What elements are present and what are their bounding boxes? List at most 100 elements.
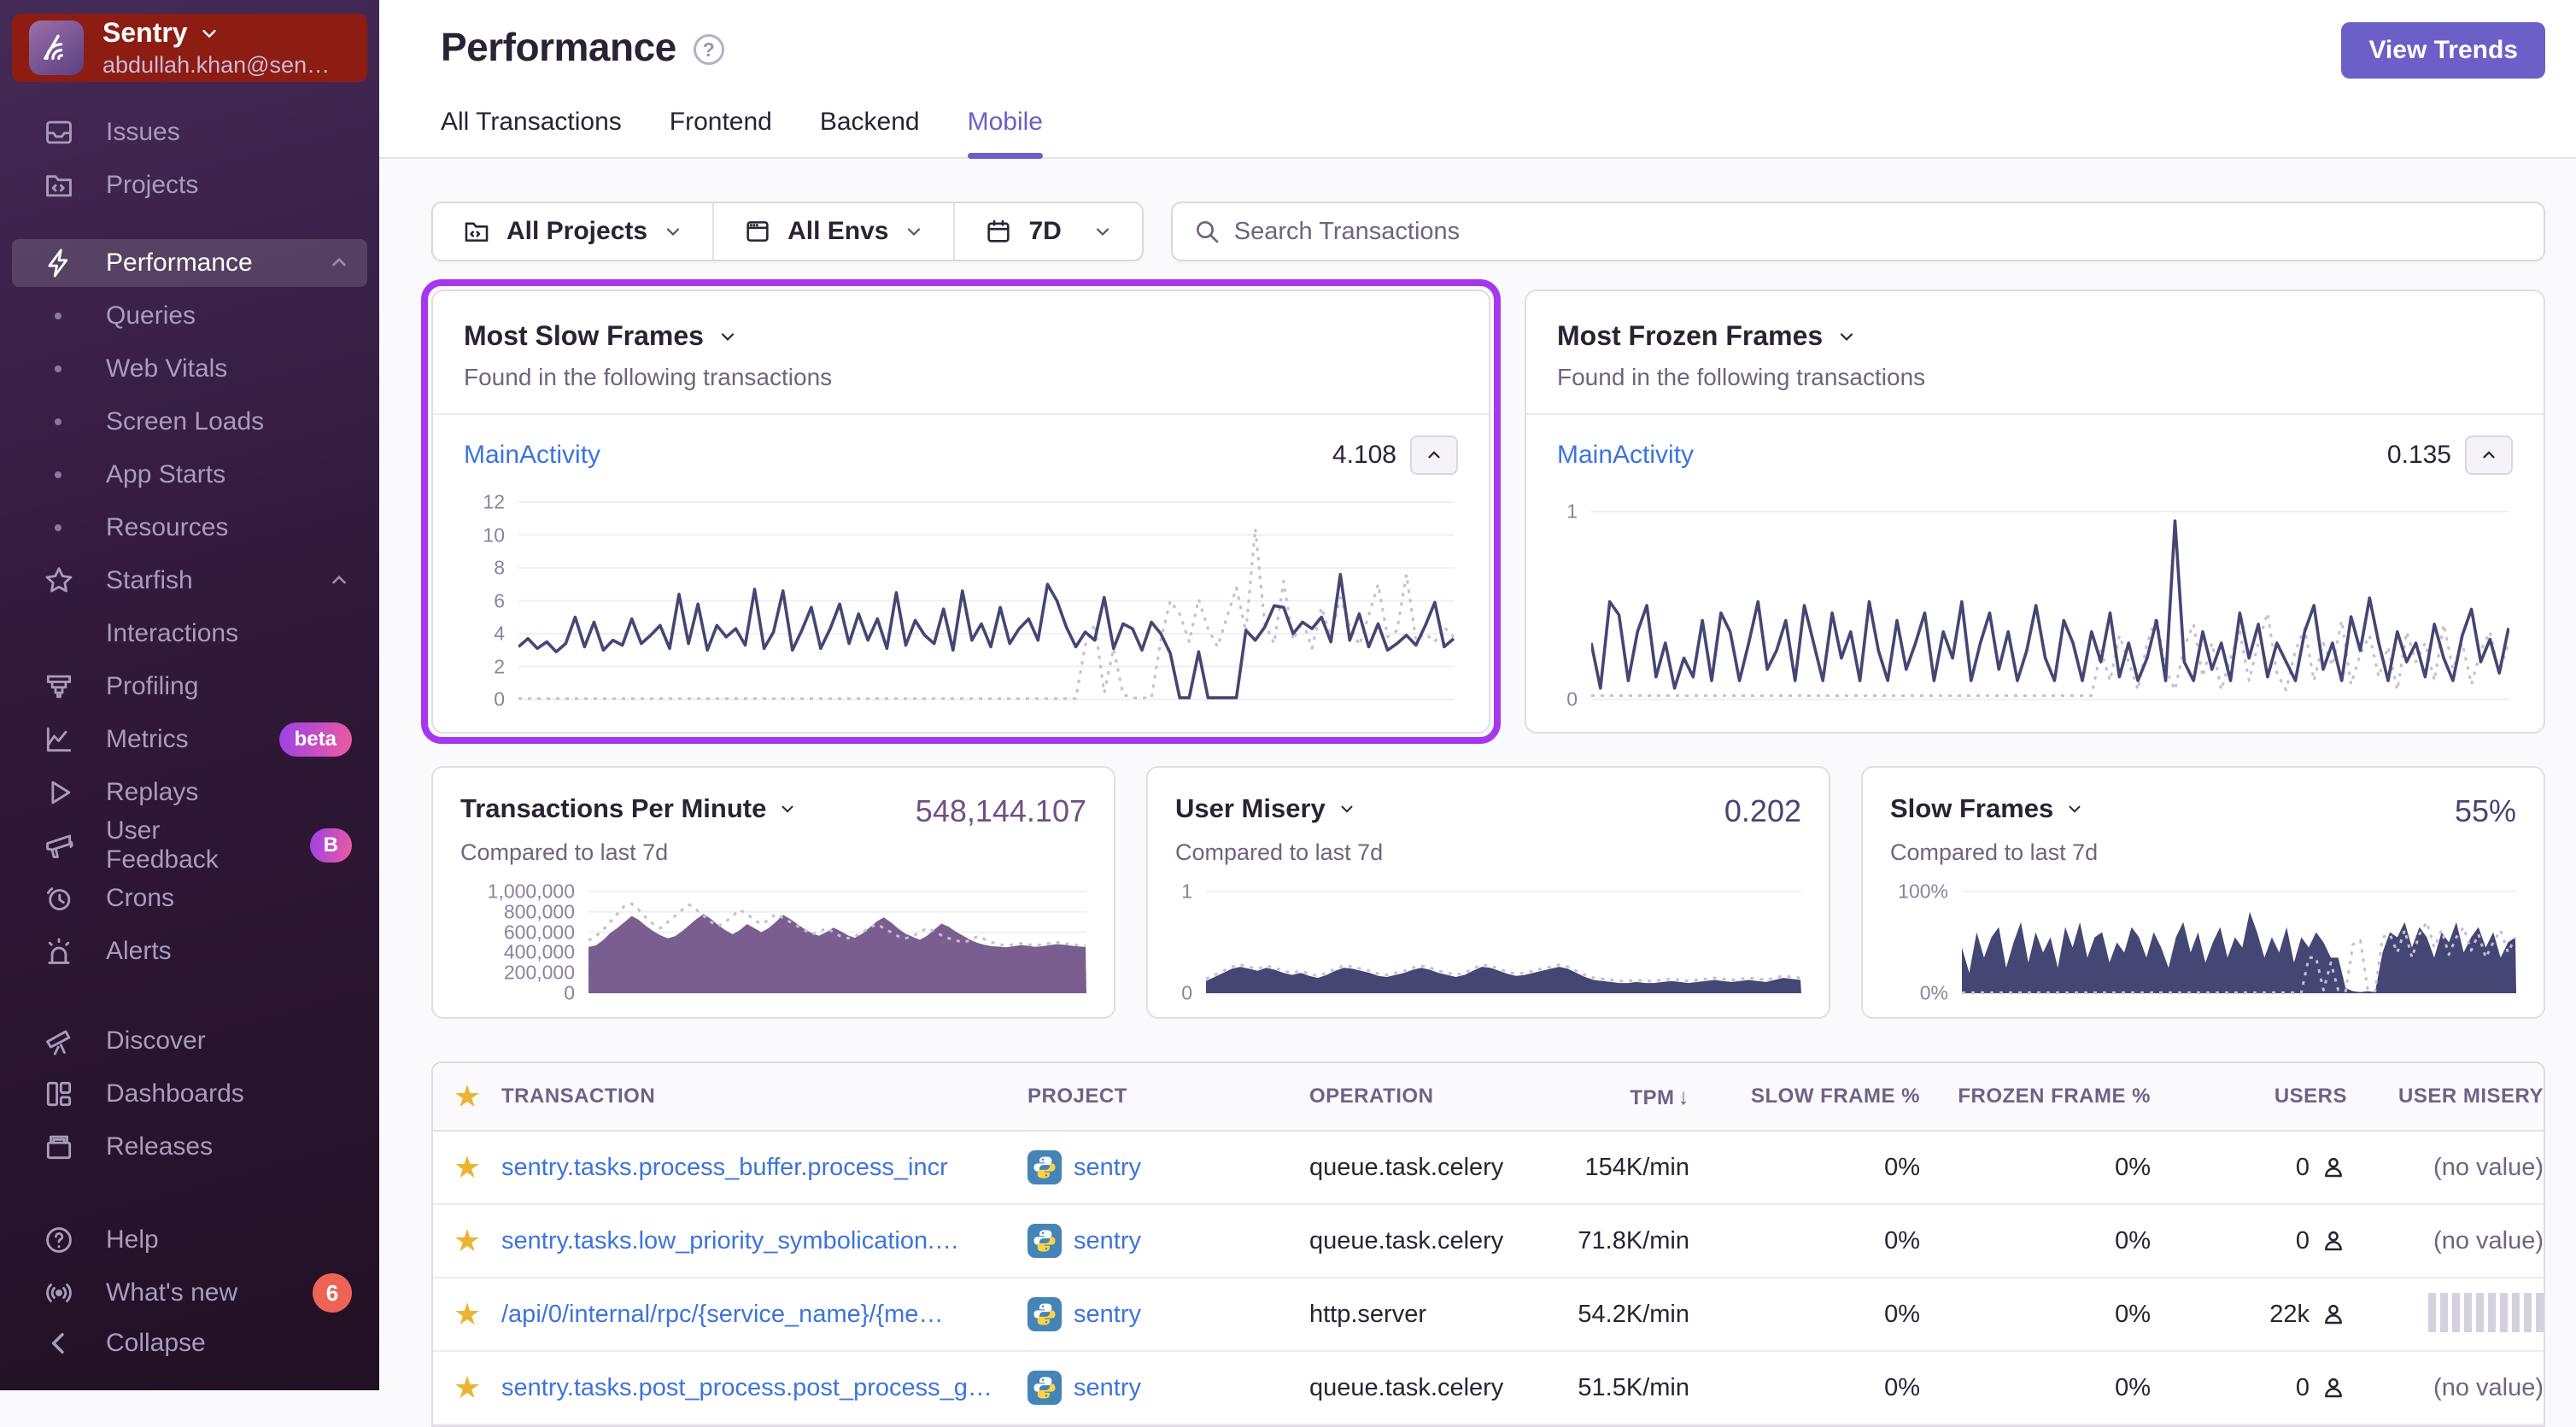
project-name: sentry — [1074, 1227, 1141, 1255]
sidebar-collapse-button[interactable]: Collapse — [12, 1319, 367, 1367]
sidebar-item-label: Web Vitals — [106, 354, 227, 383]
favorite-star-icon[interactable]: ★ — [454, 1152, 481, 1183]
sentry-logo-icon — [29, 20, 84, 75]
column-header-frozen-frame[interactable]: FROZEN FRAME % — [1958, 1085, 2151, 1108]
sidebar-item-discover[interactable]: Discover — [12, 1017, 367, 1065]
sidebar-item-metrics[interactable]: Metrics beta — [12, 716, 367, 763]
transaction-link[interactable]: /api/0/internal/rpc/{service_name}/{me… — [501, 1301, 1027, 1329]
column-header-project[interactable]: PROJECT — [1027, 1085, 1309, 1108]
favorite-star-icon[interactable]: ★ — [454, 1225, 481, 1256]
releases-icon — [43, 1131, 75, 1163]
operation-cell: http.server — [1309, 1301, 1566, 1329]
card-title-dropdown[interactable]: Most Slow Frames — [464, 320, 1458, 352]
users-cell: 0 — [2296, 1374, 2347, 1402]
sidebar-item-replays[interactable]: Replays — [12, 769, 367, 816]
collapse-row-button[interactable] — [1410, 436, 1458, 475]
telescope-icon — [43, 1025, 75, 1057]
project-cell[interactable]: sentry — [1027, 1371, 1309, 1405]
column-header-slow-frame[interactable]: SLOW FRAME % — [1751, 1085, 1920, 1108]
sidebar-item-screen-loads[interactable]: Screen Loads — [12, 398, 367, 446]
sidebar-item-crons[interactable]: Crons — [12, 874, 367, 922]
chevron-down-icon — [200, 24, 219, 43]
issues-icon — [43, 116, 75, 149]
transaction-link[interactable]: sentry.tasks.post_process.post_process_g… — [501, 1374, 1027, 1402]
slow-frame-cell: 0% — [1884, 1154, 1920, 1182]
chevron-left-icon — [43, 1327, 75, 1360]
sidebar-item-projects[interactable]: Projects — [12, 161, 367, 209]
transaction-link[interactable]: MainActivity — [1557, 441, 1694, 470]
sidebar-item-whats-new[interactable]: What's new 6 — [12, 1269, 367, 1317]
help-tooltip-icon[interactable]: ? — [694, 34, 724, 65]
sidebar-item-issues[interactable]: Issues — [12, 108, 367, 156]
tab-frontend[interactable]: Frontend — [670, 108, 772, 157]
column-header-users[interactable]: USERS — [2274, 1085, 2347, 1108]
sidebar-item-app-starts[interactable]: App Starts — [12, 451, 367, 499]
page-filter-group: All Projects All Envs 7D — [431, 202, 1144, 261]
tab-all-transactions[interactable]: All Transactions — [441, 108, 622, 157]
sidebar-item-starfish[interactable]: Starfish — [12, 557, 367, 605]
transaction-link[interactable]: MainActivity — [464, 441, 600, 470]
sidebar-item-label: Help — [106, 1225, 159, 1254]
view-trends-button[interactable]: View Trends — [2341, 22, 2545, 79]
table-row[interactable]: ★ sentry.tasks.post_process.post_process… — [433, 1352, 2544, 1425]
sidebar-item-dashboards[interactable]: Dashboards — [12, 1070, 367, 1118]
sidebar-item-help[interactable]: Help — [12, 1216, 367, 1264]
transaction-link[interactable]: sentry.tasks.process_buffer.process_incr — [501, 1154, 1027, 1182]
transaction-link[interactable]: sentry.tasks.low_priority_symbolication.… — [501, 1227, 1027, 1255]
sidebar-item-label: App Starts — [106, 460, 225, 489]
tab-backend[interactable]: Backend — [820, 108, 920, 157]
favorite-star-icon[interactable]: ★ — [454, 1372, 481, 1403]
column-header-user-misery[interactable]: USER MISERY — [2398, 1085, 2544, 1108]
sidebar: Sentry abdullah.khan@sen… Issues Project… — [0, 0, 379, 1390]
table-row[interactable]: ★ sentry.tasks.low_priority_symbolicatio… — [433, 1205, 2544, 1278]
org-switcher[interactable]: Sentry abdullah.khan@sen… — [12, 14, 367, 82]
sidebar-item-web-vitals[interactable]: Web Vitals — [12, 345, 367, 393]
favorite-star-icon[interactable]: ★ — [454, 1299, 481, 1330]
card-title-dropdown[interactable]: Slow Frames — [1890, 793, 2084, 824]
project-cell[interactable]: sentry — [1027, 1224, 1309, 1258]
y-axis-label: 0 — [1557, 688, 1578, 711]
sidebar-item-performance[interactable]: Performance — [12, 239, 367, 287]
sidebar-item-label: Replays — [106, 778, 198, 807]
environment-filter[interactable]: All Envs — [714, 203, 955, 260]
project-name: sentry — [1074, 1374, 1141, 1402]
sidebar-item-user-feedback[interactable]: User Feedback B — [12, 822, 367, 869]
table-row[interactable]: ★ /api/0/internal/rpc/{service_name}/{me… — [433, 1278, 2544, 1352]
sidebar-item-label: Performance — [106, 249, 253, 278]
chevron-up-icon — [328, 252, 350, 274]
date-range-filter[interactable]: 7D — [955, 203, 1141, 260]
user-misery-cell: (no value) — [2433, 1227, 2544, 1255]
card-title-dropdown[interactable]: User Misery — [1175, 793, 1356, 824]
sidebar-item-releases[interactable]: Releases — [12, 1123, 367, 1171]
card-title-dropdown[interactable]: Transactions Per Minute — [460, 793, 797, 824]
y-axis-label: 1 — [1557, 500, 1578, 523]
table-header-row: ★ TRANSACTION PROJECT OPERATION TPM↓ SLO… — [433, 1063, 2544, 1132]
tab-mobile[interactable]: Mobile — [968, 108, 1043, 157]
column-header-tpm[interactable]: TPM↓ — [1630, 1084, 1689, 1110]
star-column-header-icon[interactable]: ★ — [454, 1081, 481, 1112]
card-title-dropdown[interactable]: Most Frozen Frames — [1557, 320, 2513, 352]
sidebar-item-profiling[interactable]: Profiling — [12, 663, 367, 711]
project-cell[interactable]: sentry — [1027, 1297, 1309, 1331]
tpm-cell: 51.5K/min — [1578, 1374, 1689, 1402]
star-icon — [43, 564, 75, 597]
search-input[interactable] — [1234, 218, 2523, 246]
y-axis-label: 10 — [464, 523, 505, 547]
project-cell[interactable]: sentry — [1027, 1150, 1309, 1184]
slow-frames-card: Slow Frames 55% Compared to last 7d 100%… — [1861, 766, 2545, 1019]
table-row[interactable]: ★ sentry.tasks.process_buffer.process_in… — [433, 1132, 2544, 1205]
sidebar-item-interactions[interactable]: Interactions — [12, 610, 367, 658]
user-misery-cell: (no value) — [2433, 1154, 2544, 1182]
column-header-transaction[interactable]: TRANSACTION — [501, 1085, 1027, 1108]
column-header-operation[interactable]: OPERATION — [1309, 1085, 1566, 1108]
sidebar-item-resources[interactable]: Resources — [12, 504, 367, 552]
collapse-row-button[interactable] — [2465, 436, 2513, 475]
sidebar-item-alerts[interactable]: Alerts — [12, 927, 367, 975]
chevron-down-icon — [904, 221, 924, 242]
chart-canvas — [1591, 497, 2509, 702]
project-filter[interactable]: All Projects — [433, 203, 714, 260]
sidebar-item-queries[interactable]: Queries — [12, 292, 367, 340]
sidebar-item-label: Dashboards — [106, 1079, 244, 1108]
